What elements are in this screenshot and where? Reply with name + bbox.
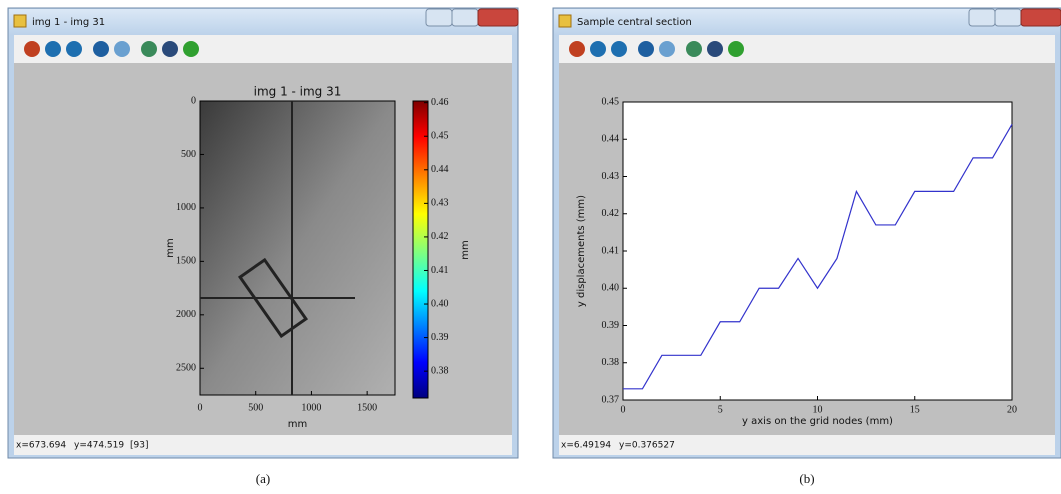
y-tick-label: 0.39	[602, 320, 620, 331]
y-axis-label: mm	[165, 238, 176, 257]
x-axis-label: mm	[288, 419, 307, 430]
window-title: img 1 - img 31	[32, 17, 105, 28]
chart-title: img 1 - img 31	[254, 85, 342, 99]
y-tick-label: 1500	[176, 256, 196, 267]
x-tick-label: 500	[248, 402, 263, 413]
close-button[interactable]	[477, 8, 519, 27]
app-icon	[13, 14, 27, 28]
status-text: [93]	[130, 441, 148, 451]
x-tick-label: 20	[1007, 404, 1017, 415]
status-text: y=0.376527	[619, 441, 675, 451]
y-tick-label: 0.40	[602, 283, 620, 294]
toolbar-button[interactable]	[114, 41, 130, 57]
minimize-button[interactable]	[968, 8, 996, 27]
status-text: x=6.49194	[561, 441, 611, 451]
colorbar	[412, 100, 429, 399]
toolbar-button[interactable]	[45, 41, 61, 57]
image-detail	[237, 257, 309, 339]
axes	[622, 101, 1013, 401]
toolbar-button[interactable]	[569, 41, 585, 57]
toolbar-button[interactable]	[162, 41, 178, 57]
caption: (b)	[799, 471, 814, 486]
toolbar	[559, 35, 1055, 63]
y-tick-label: 500	[181, 149, 196, 160]
x-tick-label: 15	[910, 404, 920, 415]
y-tick-label: 0.41	[602, 245, 620, 256]
close-button[interactable]	[1020, 8, 1061, 27]
x-tick-label: 10	[813, 404, 823, 415]
x-tick-label: 0	[621, 404, 626, 415]
y-tick-label: 1000	[176, 202, 196, 213]
y-tick-label: 0.37	[602, 394, 620, 405]
minimize-button[interactable]	[425, 8, 453, 27]
colorbar-label: mm	[460, 240, 471, 259]
toolbar-button[interactable]	[183, 41, 199, 57]
caption: (a)	[256, 471, 270, 486]
toolbar-button[interactable]	[707, 41, 723, 57]
maximize-button[interactable]	[451, 8, 479, 27]
toolbar-button[interactable]	[93, 41, 109, 57]
colorbar-tick-label: 0.41	[431, 265, 449, 276]
y-tick-label: 0.45	[602, 96, 620, 107]
toolbar-button[interactable]	[141, 41, 157, 57]
x-tick-label: 0	[198, 402, 203, 413]
y-tick-label: 0.42	[602, 208, 620, 219]
y-axis-label: y displacements (mm)	[576, 195, 587, 307]
status-text: x=673.694	[16, 441, 66, 451]
colorbar-tick-label: 0.39	[431, 332, 449, 343]
colorbar-tick-label: 0.42	[431, 231, 449, 242]
maximize-button[interactable]	[994, 8, 1022, 27]
colorbar-tick-label: 0.44	[431, 164, 449, 175]
image	[199, 100, 396, 396]
colorbar-tick-label: 0.45	[431, 131, 449, 142]
y-tick-label: 0.43	[602, 171, 620, 182]
y-tick-label: 0	[191, 95, 196, 106]
toolbar-button[interactable]	[611, 41, 627, 57]
y-tick-label: 2000	[176, 309, 196, 320]
window-title: Sample central section	[577, 17, 692, 28]
colorbar-tick-label: 0.40	[431, 298, 449, 309]
toolbar-button[interactable]	[686, 41, 702, 57]
y-tick-label: 0.44	[602, 134, 620, 145]
colorbar-tick-label: 0.38	[431, 365, 449, 376]
toolbar	[14, 35, 512, 63]
colorbar-tick-label: 0.46	[431, 97, 449, 108]
y-tick-label: 0.38	[602, 357, 620, 368]
toolbar-button[interactable]	[638, 41, 654, 57]
toolbar-button[interactable]	[24, 41, 40, 57]
toolbar-button[interactable]	[728, 41, 744, 57]
toolbar-button[interactable]	[590, 41, 606, 57]
y-tick-label: 2500	[176, 363, 196, 374]
status-bar	[559, 435, 1055, 455]
line	[623, 124, 1013, 390]
toolbar-button[interactable]	[66, 41, 82, 57]
app-icon	[558, 14, 572, 28]
x-tick-label: 1000	[301, 402, 321, 413]
x-tick-label: 5	[718, 404, 723, 415]
status-text: y=474.519	[74, 441, 124, 451]
toolbar-button[interactable]	[659, 41, 675, 57]
colorbar-tick-label: 0.43	[431, 198, 449, 209]
x-axis-label: y axis on the grid nodes (mm)	[742, 416, 893, 427]
x-tick-label: 1500	[357, 402, 377, 413]
status-bar	[14, 435, 512, 455]
